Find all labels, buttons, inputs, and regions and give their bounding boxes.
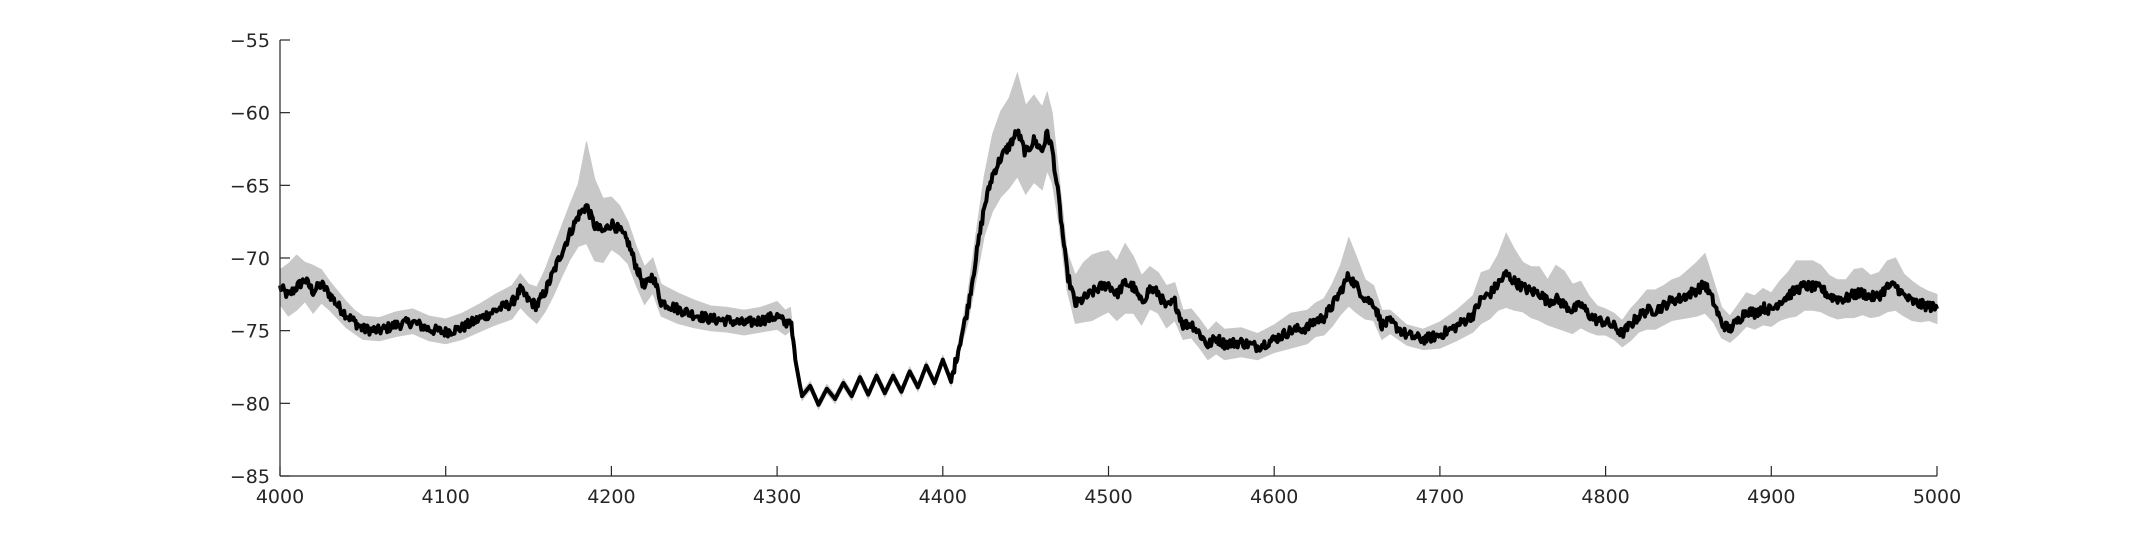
x-tick-label: 4300 xyxy=(753,486,801,508)
x-tick-label: 4700 xyxy=(1416,486,1464,508)
plot-area xyxy=(278,71,1939,411)
y-tick-label: −55 xyxy=(230,30,270,52)
y-tick-label: −60 xyxy=(230,103,270,125)
x-tick-label: 4800 xyxy=(1581,486,1629,508)
y-tick-label: −70 xyxy=(230,248,270,270)
x-tick-label: 5000 xyxy=(1913,486,1961,508)
x-tick-label: 4100 xyxy=(422,486,470,508)
x-tick-label: 4400 xyxy=(919,486,967,508)
y-axis-ticks: −55 −60 −65 −70 −75 −80 −85 xyxy=(230,30,290,488)
y-tick-label: −75 xyxy=(230,321,270,343)
y-tick-label: −80 xyxy=(230,393,270,415)
x-tick-label: 4000 xyxy=(256,486,304,508)
x-tick-label: 4200 xyxy=(587,486,635,508)
x-tick-label: 4600 xyxy=(1250,486,1298,508)
x-axis-ticks: 4000 4100 4200 4300 4400 4500 4600 4700 4800 4900… xyxy=(256,466,1961,508)
y-tick-label: −85 xyxy=(230,466,270,488)
y-tick-label: −65 xyxy=(230,175,270,197)
x-tick-label: 4900 xyxy=(1747,486,1795,508)
axes: 4000 4100 4200 4300 4400 4500 4600 4700 4800 4900… xyxy=(230,30,1961,508)
mean-series-line xyxy=(278,128,1939,407)
variability-band xyxy=(279,71,1938,411)
x-tick-label: 4500 xyxy=(1084,486,1132,508)
